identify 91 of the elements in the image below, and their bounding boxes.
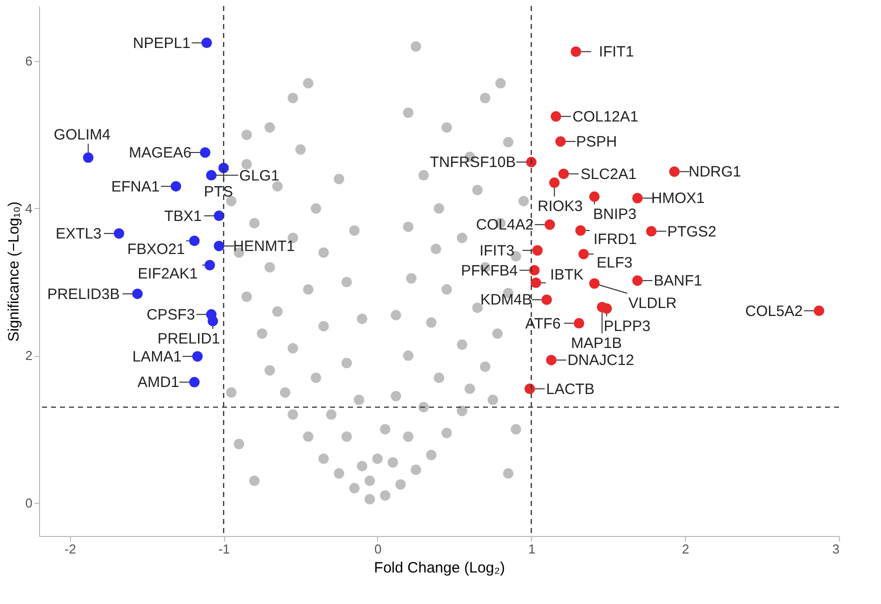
y-tick-label: 6 (25, 54, 32, 69)
annotation: AMD1 (138, 374, 180, 392)
point (570, 46, 582, 57)
point (170, 181, 182, 192)
annotation: EFNA1 (111, 178, 160, 196)
annotation: TBX1 (164, 208, 202, 225)
point (189, 236, 200, 246)
annotation: IFIT3 (479, 242, 514, 260)
annotation: EXTL3 (56, 225, 102, 242)
point (574, 318, 584, 328)
annotation: ELF3 (596, 254, 632, 272)
point (192, 351, 203, 362)
annotation: NDRG1 (688, 164, 742, 181)
point (214, 210, 224, 222)
annotation: PFKFB4 (461, 262, 518, 280)
point (132, 288, 143, 300)
point (204, 260, 216, 270)
annotation: PTS (204, 183, 234, 200)
annotation: PSPH (576, 133, 617, 150)
annotation: TNFRSF10B (430, 154, 516, 172)
x-axis-title: Fold Change (Log₂) (374, 560, 505, 576)
annotation: LAMA1 (132, 348, 182, 366)
annotation: PLPP3 (604, 318, 650, 335)
point (575, 225, 586, 236)
annotation: GOLIM4 (54, 126, 110, 144)
annotation: ATF6 (525, 315, 561, 332)
annotation: RIOK3 (538, 198, 583, 216)
point (201, 38, 212, 48)
annotation: HMOX1 (651, 190, 705, 208)
annotation: PRELID1 (157, 330, 220, 348)
point (529, 265, 540, 276)
point (208, 316, 218, 326)
x-tick-label: -1 (218, 542, 230, 556)
point (546, 354, 557, 366)
annotation: COL12A1 (572, 108, 638, 126)
point (541, 294, 552, 305)
annotation: FBXO21 (127, 241, 185, 258)
point (200, 147, 210, 158)
point (530, 278, 542, 288)
point (218, 162, 229, 174)
point (206, 170, 217, 181)
annotation: KDM4B (480, 292, 532, 309)
y-axis-title: Significance (−Log₁₀) (5, 201, 22, 342)
annotation: IFIT1 (598, 44, 634, 61)
point (555, 136, 566, 147)
annotation: COL5A2 (745, 302, 803, 320)
annotation: COL4A2 (476, 216, 534, 234)
point (550, 111, 562, 122)
y-tick-label: 2 (25, 348, 32, 364)
annotation: SLC2A1 (580, 166, 637, 183)
point (632, 275, 643, 286)
annotation: DNAJC12 (567, 352, 634, 370)
annotation: IFRD1 (593, 230, 637, 248)
annotation: CPSF3 (146, 306, 195, 324)
y-tick-label: 0 (25, 495, 32, 510)
annotation: LACTB (546, 380, 594, 398)
point (558, 168, 569, 180)
point (549, 177, 560, 188)
annotation: BANF1 (654, 272, 702, 290)
point (526, 156, 537, 168)
point (632, 192, 643, 204)
point (82, 152, 94, 163)
annotation: PTGS2 (667, 223, 716, 240)
x-tick-label: 1 (528, 542, 536, 556)
point (114, 228, 124, 239)
annotation: MAP1B (571, 334, 622, 352)
y-tick-label: 4 (25, 200, 32, 216)
x-tick-label: 0 (374, 542, 382, 556)
point (189, 376, 200, 388)
point (589, 191, 600, 202)
x-tick-label: -2 (64, 542, 76, 556)
annotation: MAGEA6 (128, 144, 192, 162)
point (669, 166, 680, 177)
point (589, 278, 600, 289)
annotation: BNIP3 (593, 206, 636, 223)
point (596, 302, 608, 312)
x-tick-label: 2 (682, 542, 690, 556)
annotation: HENMT1 (233, 238, 295, 255)
annotation: NPEPL1 (132, 34, 190, 52)
point (544, 219, 556, 230)
x-tick-label: 3 (832, 542, 840, 556)
annotation: GLG1 (239, 167, 280, 184)
point (814, 306, 824, 316)
annotation: VLDLR (628, 294, 677, 312)
annotation: PRELID3B (47, 286, 120, 303)
point (214, 240, 224, 252)
point (532, 245, 543, 256)
point (578, 248, 589, 260)
annotation: EIF2AK1 (138, 265, 198, 282)
point (646, 226, 657, 236)
annotation: IBTK (550, 266, 584, 284)
